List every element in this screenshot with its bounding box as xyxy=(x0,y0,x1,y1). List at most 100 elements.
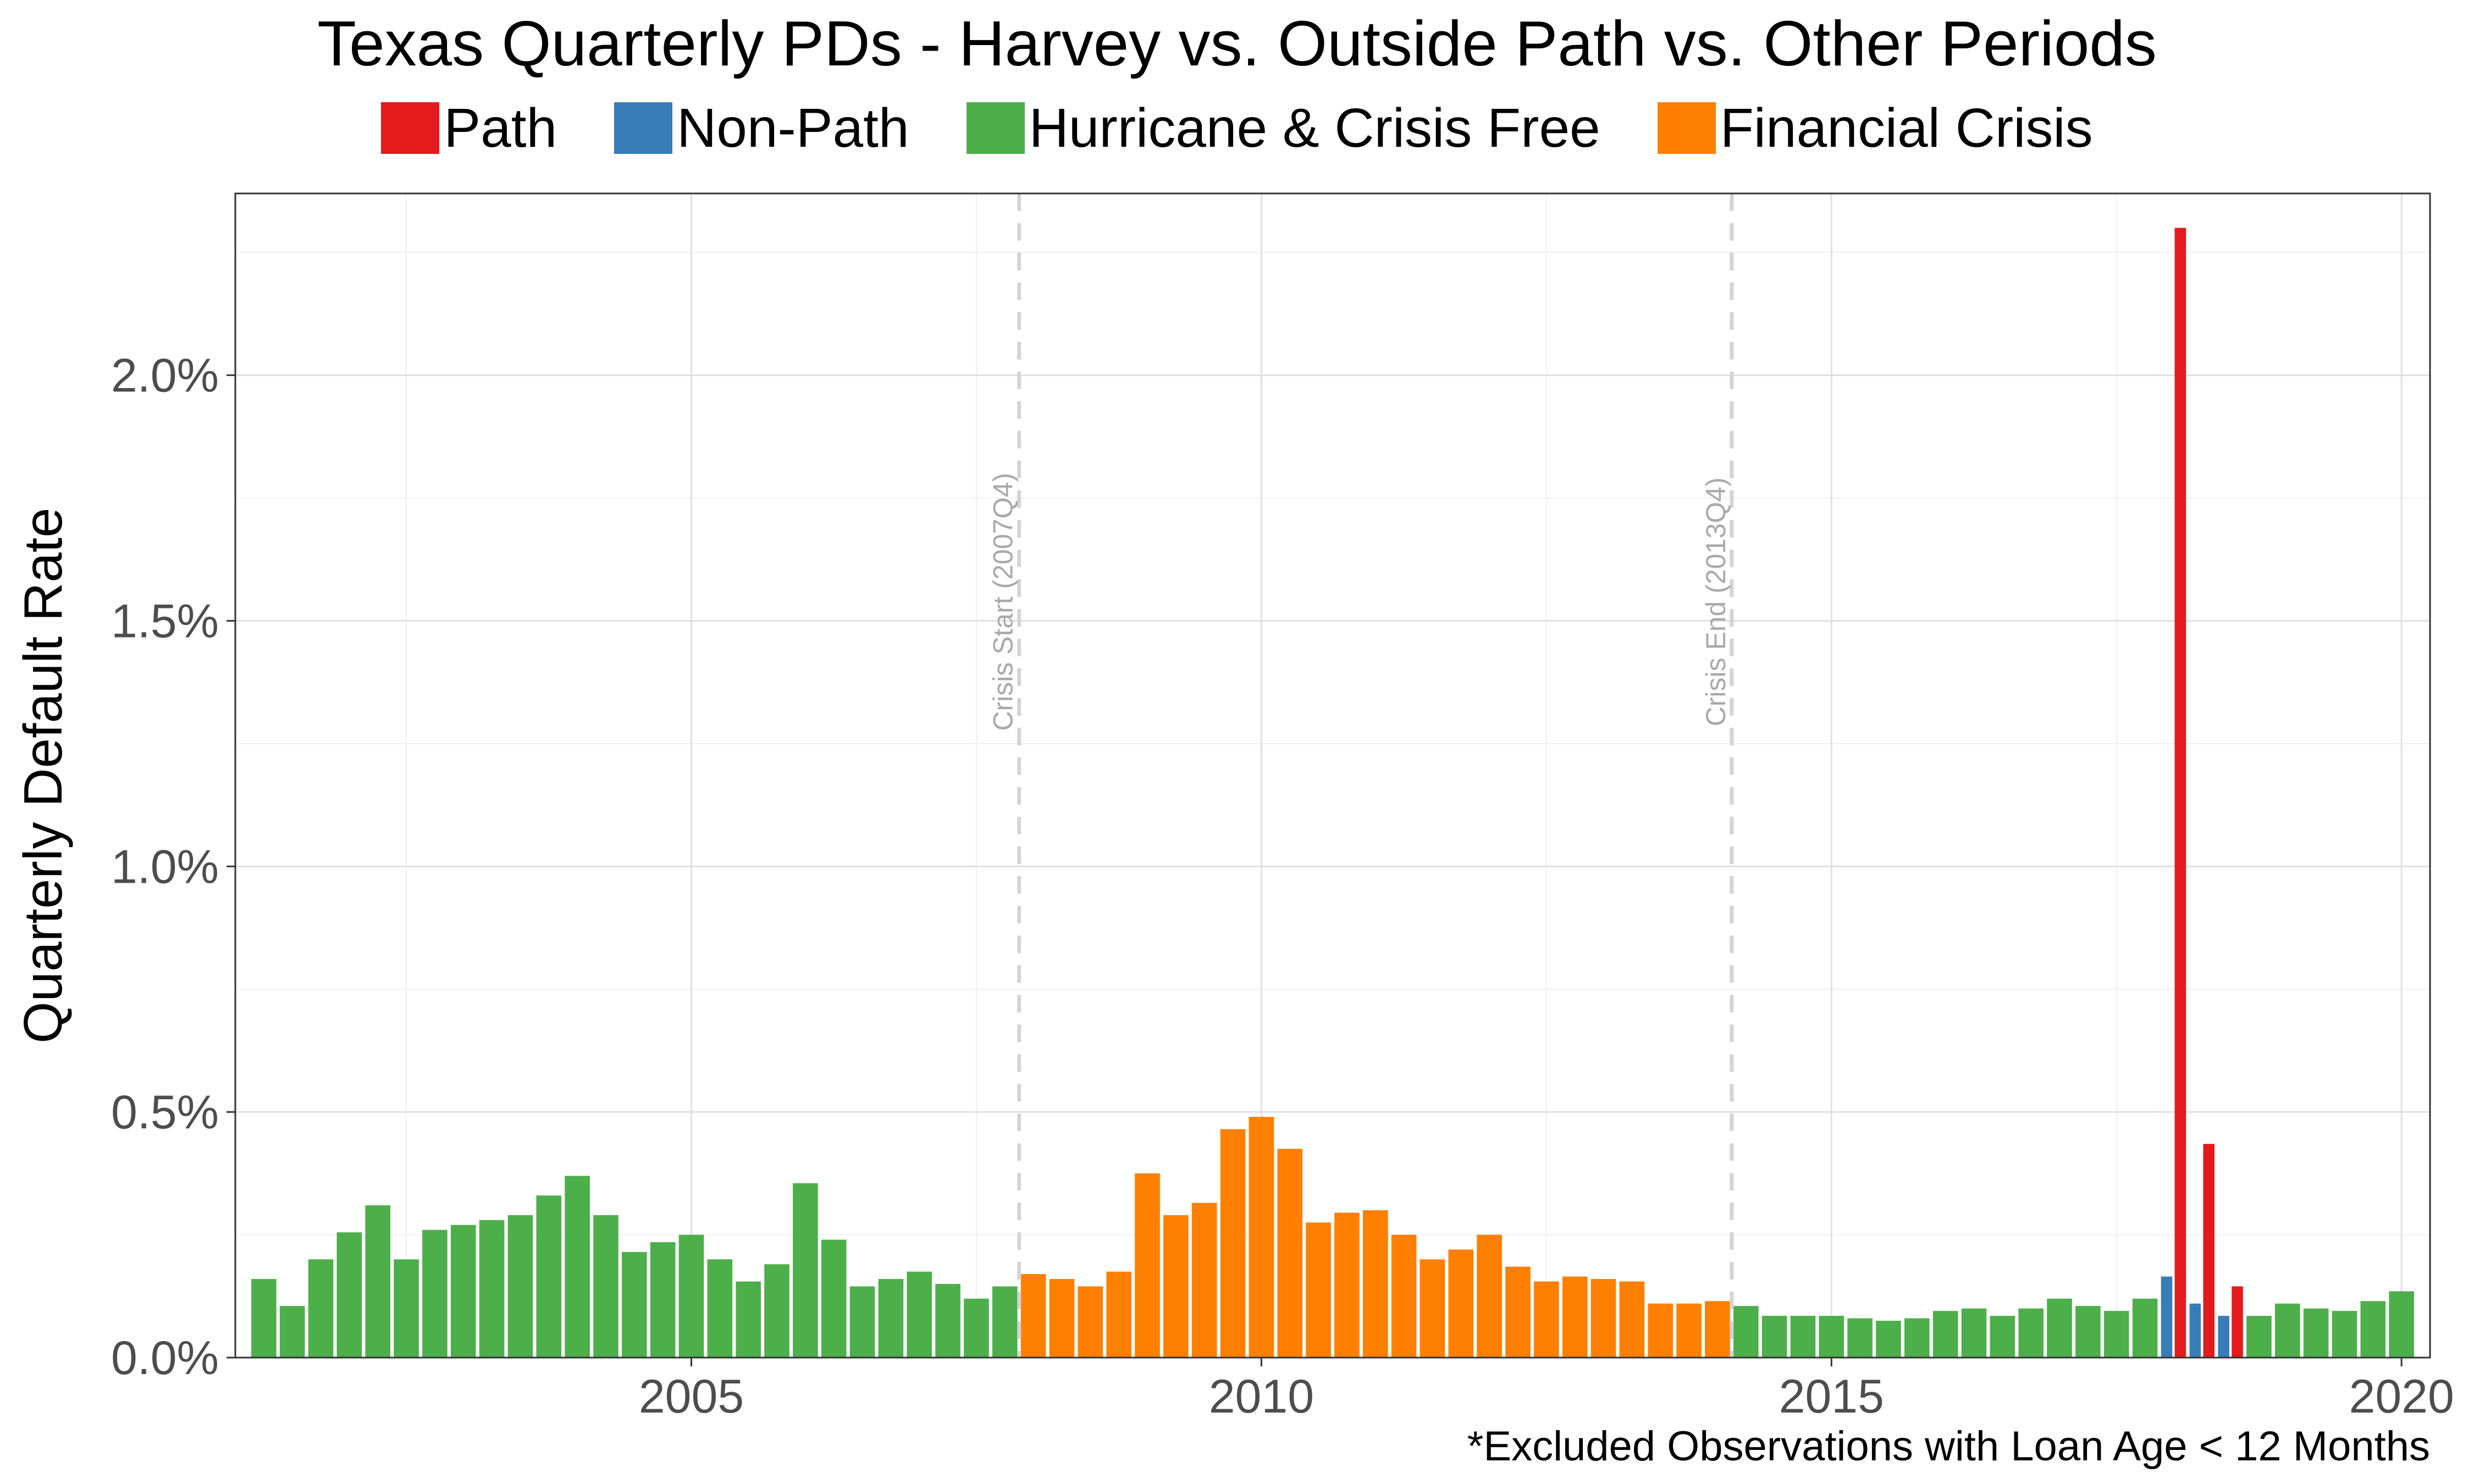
legend-label-financial-crisis: Financial Crisis xyxy=(1720,97,2093,159)
legend-key-crisis-free xyxy=(966,102,1025,154)
bar-crisis xyxy=(1106,1271,1131,1358)
bar-free xyxy=(1932,1311,1958,1358)
bar-free xyxy=(1733,1306,1759,1358)
bar-free xyxy=(1790,1316,1816,1358)
legend-label-non-path: Non-Path xyxy=(677,97,909,159)
bar-free xyxy=(707,1259,733,1358)
legend-label-path: Path xyxy=(444,97,557,159)
x-tick-label: 2010 xyxy=(1209,1370,1314,1423)
bar-free xyxy=(1990,1316,2015,1358)
bar-crisis xyxy=(1306,1222,1331,1358)
y-axis: 0.0% 0.5% 1.0% 1.5% 2.0% xyxy=(111,350,235,1385)
y-tick-label: 0.5% xyxy=(111,1086,219,1139)
bar-free xyxy=(2332,1311,2357,1358)
bar-crisis xyxy=(1078,1286,1103,1358)
annotation-label: Crisis Start (2007Q4) xyxy=(988,473,1019,731)
bar-free xyxy=(678,1234,704,1358)
legend-item-non-path: Non-Path xyxy=(614,97,909,160)
legend-key-non-path xyxy=(614,102,673,154)
annotation-label: Crisis End (2013Q4) xyxy=(1700,478,1731,727)
panel-border xyxy=(234,192,2431,1359)
plot-background xyxy=(235,193,2430,1358)
bar-free xyxy=(2132,1298,2158,1358)
legend-item-crisis-free: Hurricane & Crisis Free xyxy=(966,97,1600,160)
x-axis: 2005 2010 2015 2020 xyxy=(639,1358,2454,1423)
bar-free xyxy=(736,1281,761,1358)
bars xyxy=(251,228,2414,1358)
bar-free xyxy=(251,1279,277,1358)
bar-free xyxy=(2075,1306,2101,1358)
bar-free xyxy=(394,1259,419,1358)
bar-crisis xyxy=(1505,1266,1531,1358)
bar-free xyxy=(565,1176,590,1358)
y-tick-label: 0.0% xyxy=(111,1332,219,1385)
bar-free xyxy=(1847,1318,1873,1358)
bar-free xyxy=(1819,1316,1845,1358)
y-tick-label: 1.0% xyxy=(111,840,219,893)
bar-path xyxy=(2203,1144,2215,1358)
bar-free xyxy=(593,1215,618,1358)
y-tick-label: 1.5% xyxy=(111,595,219,647)
bar-crisis xyxy=(1619,1281,1645,1358)
bar-free xyxy=(821,1239,847,1358)
bar-free xyxy=(622,1252,647,1358)
bar-free xyxy=(1904,1318,1930,1358)
bar-crisis xyxy=(1163,1215,1189,1358)
bar-free xyxy=(992,1286,1018,1358)
bar-free xyxy=(2389,1291,2414,1358)
bar-crisis xyxy=(1448,1249,1474,1358)
legend-label-crisis-free: Hurricane & Crisis Free xyxy=(1029,97,1600,159)
bar-crisis xyxy=(1534,1281,1559,1358)
bar-crisis xyxy=(1191,1203,1217,1358)
bar-free xyxy=(479,1220,505,1358)
bar-crisis xyxy=(1249,1117,1274,1358)
bar-crisis xyxy=(1420,1259,1445,1358)
bar-free xyxy=(1876,1320,1901,1358)
bar-crisis xyxy=(1362,1210,1388,1358)
bar-crisis xyxy=(1591,1279,1616,1358)
footnote: *Excluded Observations with Loan Age < 1… xyxy=(1467,1423,2430,1470)
bar-free xyxy=(2047,1298,2072,1358)
x-tick-label: 2015 xyxy=(1779,1370,1884,1423)
bar-crisis xyxy=(1648,1303,1674,1358)
legend: Path Non-Path Hurricane & Crisis Free Fi… xyxy=(0,97,2474,160)
bar-free xyxy=(2303,1308,2329,1358)
bar-free xyxy=(907,1271,932,1358)
chart-title: Texas Quarterly PDs - Harvey vs. Outside… xyxy=(317,8,2157,79)
bar-free xyxy=(878,1279,904,1358)
bar-free xyxy=(2018,1308,2044,1358)
bar-crisis xyxy=(1334,1212,1360,1358)
bar-free xyxy=(849,1286,875,1358)
bar-crisis xyxy=(1477,1234,1502,1358)
legend-item-financial-crisis: Financial Crisis xyxy=(1657,97,2093,160)
bar-free xyxy=(2246,1316,2272,1358)
bar-path xyxy=(2232,1286,2243,1358)
legend-item-path: Path xyxy=(381,97,557,160)
bar-crisis xyxy=(1705,1301,1730,1358)
bar-free xyxy=(536,1195,562,1358)
x-tick-label: 2020 xyxy=(2349,1370,2454,1423)
bar-free xyxy=(336,1232,362,1358)
bar-free xyxy=(365,1205,391,1358)
bar-free xyxy=(2360,1301,2386,1358)
y-axis-label: Quarterly Default Rate xyxy=(13,508,73,1044)
bar-crisis xyxy=(1391,1234,1417,1358)
bar-crisis xyxy=(1277,1149,1303,1358)
bar-crisis xyxy=(1676,1303,1702,1358)
grid-lines xyxy=(235,193,2430,1359)
bar-crisis xyxy=(1049,1279,1075,1358)
annotations: Crisis Start (2007Q4) Crisis End (2013Q4) xyxy=(988,193,1734,1358)
bar-free xyxy=(2274,1303,2300,1358)
bar-free xyxy=(793,1183,818,1358)
legend-key-path xyxy=(381,102,440,154)
bar-free xyxy=(935,1283,960,1358)
bar-nonpath xyxy=(2189,1303,2201,1358)
bar-free xyxy=(308,1259,334,1358)
bar-free xyxy=(507,1215,533,1358)
bar-free xyxy=(1961,1308,1987,1358)
bar-free xyxy=(450,1225,476,1358)
bar-crisis xyxy=(1020,1274,1046,1358)
legend-key-financial-crisis xyxy=(1657,102,1716,154)
bar-free xyxy=(764,1264,789,1358)
